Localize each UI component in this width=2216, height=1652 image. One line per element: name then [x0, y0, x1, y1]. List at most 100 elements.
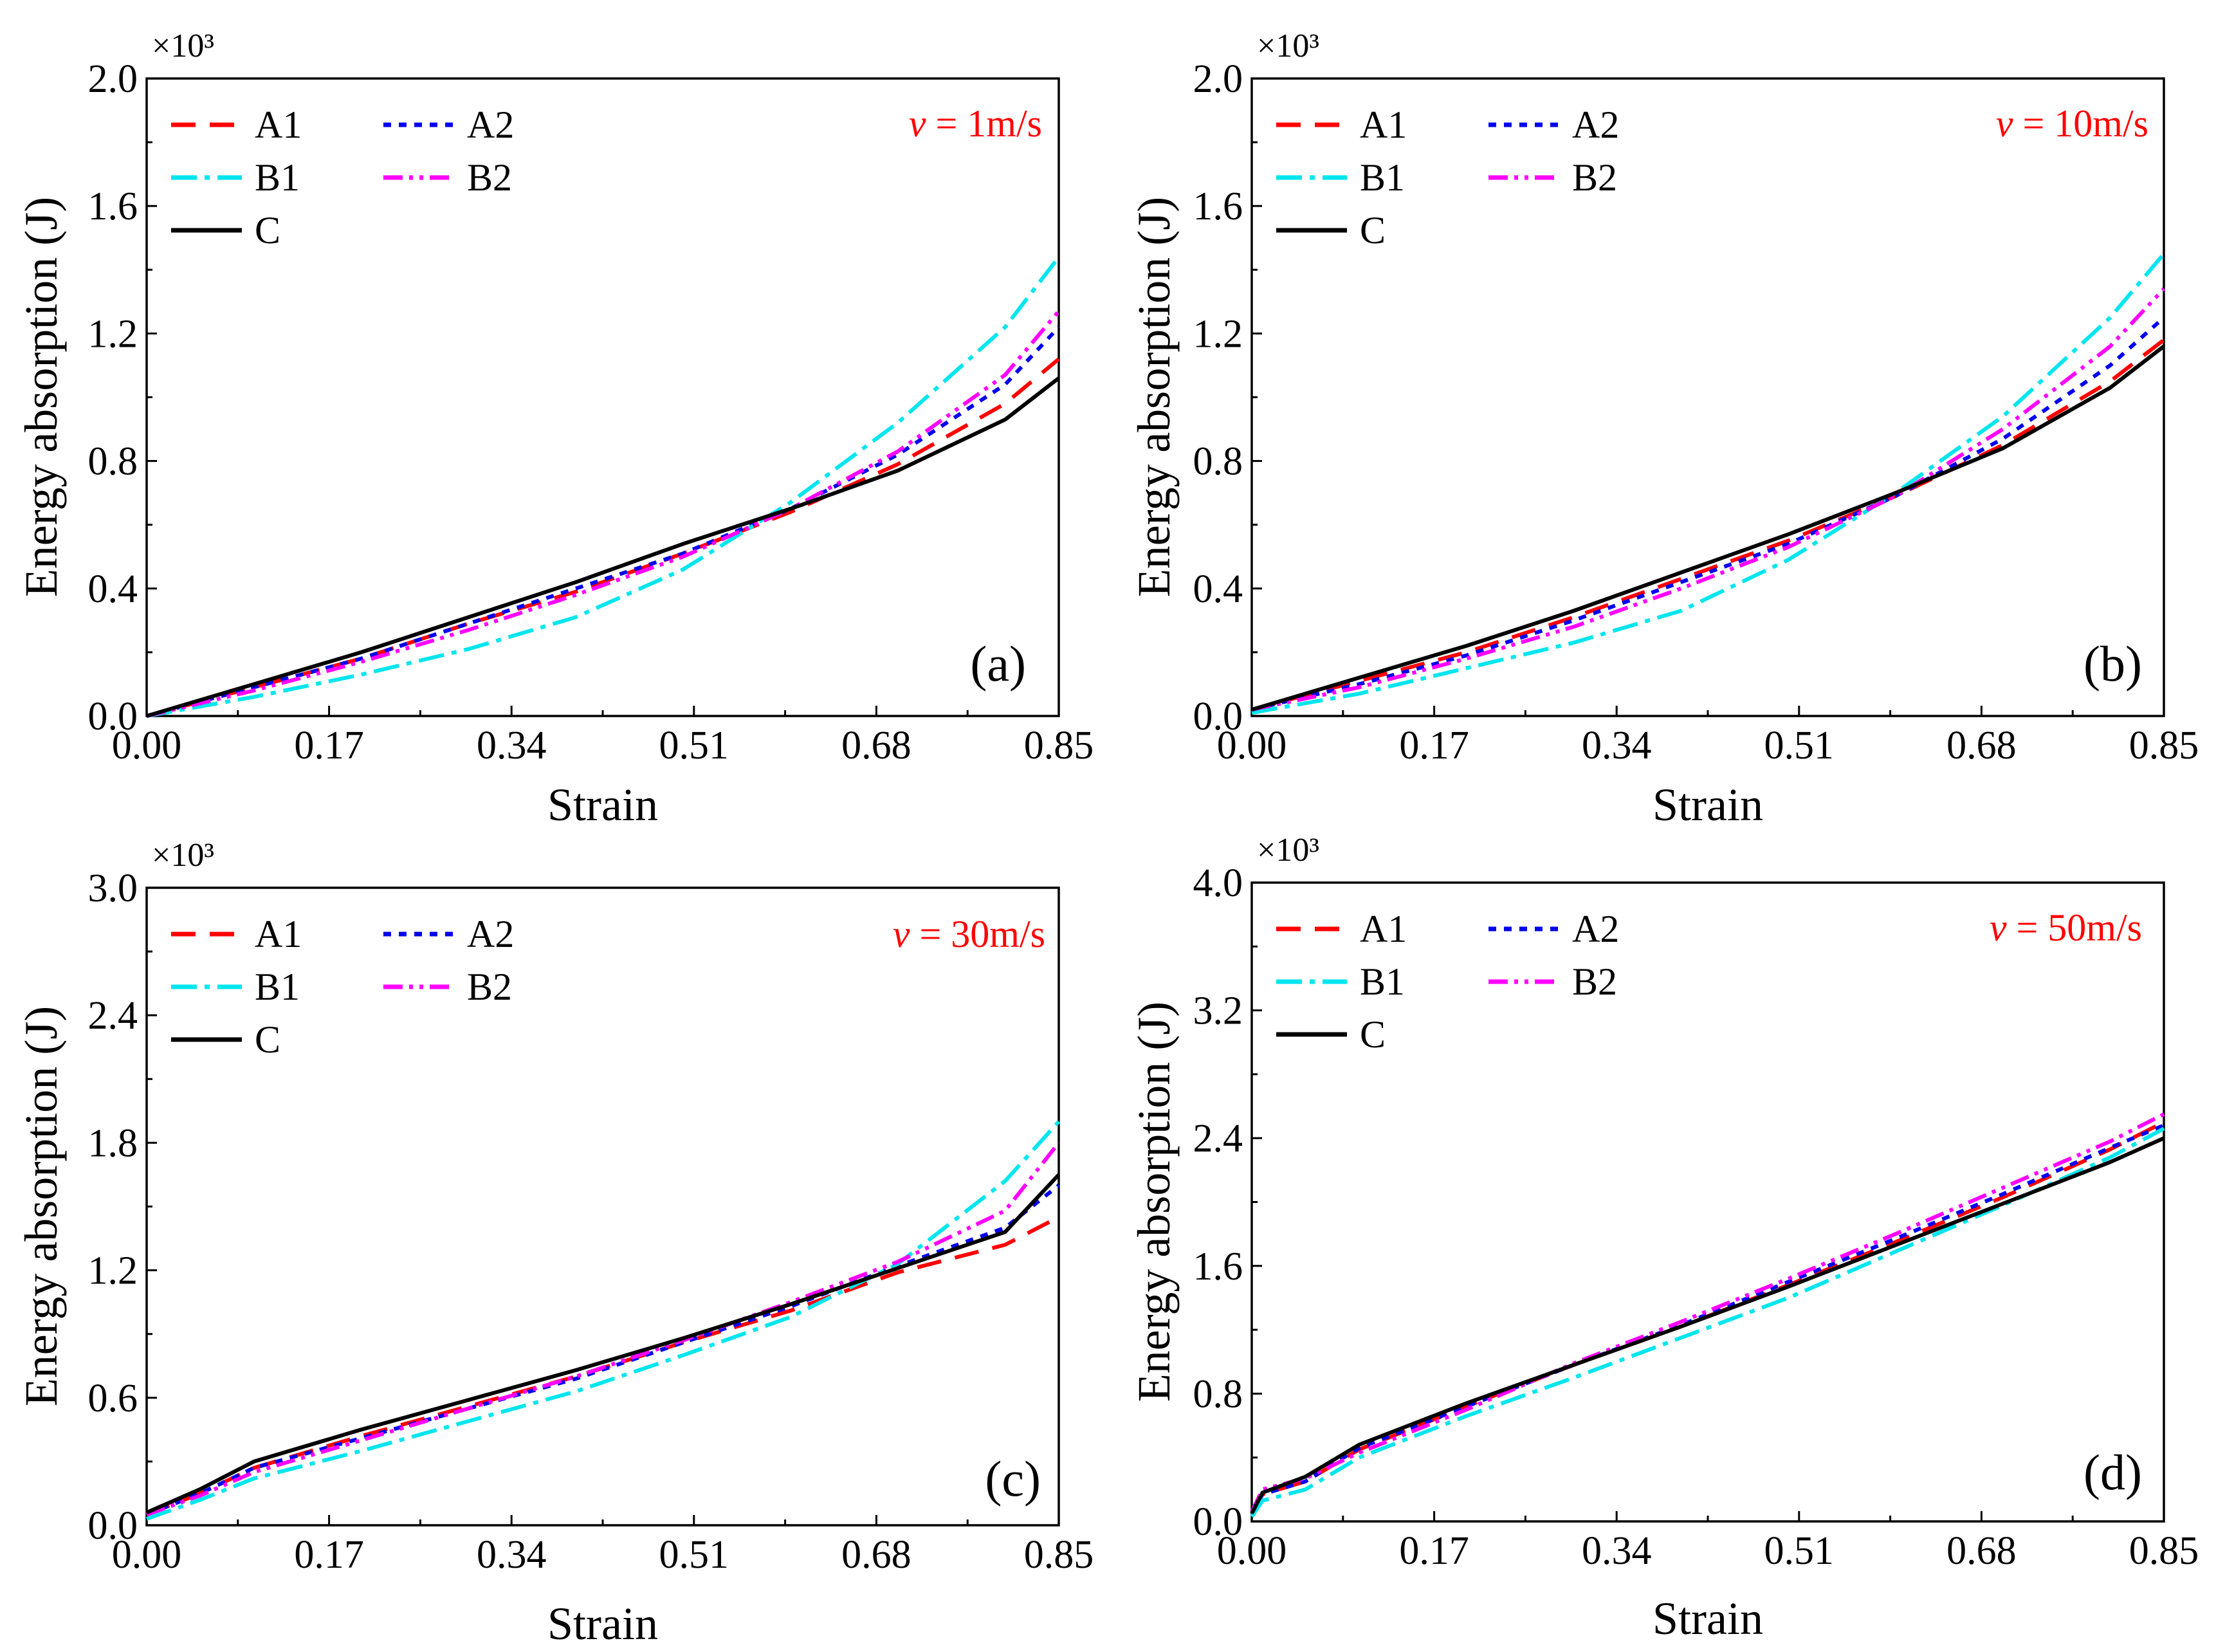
x-tick-label: 0.51	[659, 1533, 729, 1577]
legend-label: B1	[255, 966, 300, 1008]
legend-item-a1: A1	[171, 913, 302, 955]
legend-label: A1	[1360, 908, 1407, 950]
x-axis-title: Strain	[547, 1598, 658, 1649]
y-axis-title: Energy absorption (J)	[1128, 1002, 1180, 1402]
series-line-a1	[1251, 338, 2165, 711]
legend-label: A1	[255, 913, 302, 955]
legend-item-c: C	[1276, 209, 1386, 252]
legend-item-b1: B1	[1276, 960, 1405, 1003]
series-line-c	[1251, 344, 2165, 711]
panel-c: ×10³ v = 30m/s (c) Strain Energy absorpt…	[15, 837, 1094, 1649]
y-tick-label: 2.4	[88, 994, 138, 1038]
x-tick-label: 0.17	[1399, 1529, 1469, 1573]
legend: A1 A2 B1 B2 C	[171, 913, 514, 1061]
legend-label: A1	[1360, 104, 1407, 146]
series-group	[1250, 1112, 2165, 1518]
legend-item-b1: B1	[171, 156, 300, 199]
x-axis-title: Strain	[1653, 779, 1763, 831]
speed-label: v = 50m/s	[1990, 906, 2142, 949]
speed-label: v = 30m/s	[893, 913, 1045, 955]
x-tick-label: 0.68	[1946, 1529, 2017, 1573]
speed-value: = 1m/s	[926, 102, 1042, 145]
y-scale-label: ×10³	[152, 837, 214, 874]
x-tick-label: 0.00	[112, 724, 182, 767]
legend-label: B2	[1572, 960, 1617, 1003]
speed-symbol: v	[1990, 906, 2007, 949]
legend-item-b1: B1	[171, 966, 300, 1008]
panel-label: (a)	[970, 636, 1026, 692]
series-line-a2	[146, 326, 1061, 718]
panel-a: ×10³ v = 1m/s (a) Strain Energy absorpti…	[15, 28, 1094, 831]
x-tick-label: 0.00	[112, 1533, 182, 1577]
x-tick-label: 0.00	[1217, 724, 1287, 767]
legend-item-a1: A1	[1276, 908, 1407, 950]
legend-label: C	[255, 209, 280, 252]
y-tick-label: 1.2	[88, 312, 138, 356]
y-tick-label: 0.8	[88, 440, 138, 484]
legend-item-b1: B1	[1276, 156, 1405, 199]
y-tick-label: 1.6	[1193, 1245, 1243, 1289]
y-tick-label: 0.0	[1193, 1500, 1243, 1544]
legend-label: A2	[467, 104, 514, 146]
panel-label: (b)	[2083, 636, 2142, 692]
legend-label: B1	[1360, 960, 1405, 1003]
legend-item-a1: A1	[171, 104, 302, 146]
series-line-a2	[145, 1184, 1060, 1517]
panel-d: ×10³ v = 50m/s (d) Strain Energy absorpt…	[1128, 832, 2199, 1644]
legend-item-b2: B2	[1488, 960, 1617, 1003]
legend-label: A2	[1572, 104, 1619, 146]
legend: A1 A2 B1 B2 C	[171, 104, 514, 252]
legend-item-c: C	[171, 1018, 280, 1061]
legend-label: C	[255, 1018, 280, 1061]
y-tick-label: 1.2	[1193, 312, 1243, 356]
legend-item-a2: A2	[383, 104, 514, 146]
x-tick-label: 0.85	[1024, 1533, 1094, 1577]
x-axis-title: Strain	[547, 779, 658, 831]
series-group	[146, 255, 1061, 718]
x-tick-label: 0.51	[1764, 1529, 1835, 1573]
series-line-a2	[1250, 1123, 2165, 1515]
y-tick-label: 1.6	[88, 185, 138, 228]
legend-item-a2: A2	[1488, 104, 1619, 146]
series-line-b1	[1251, 252, 2166, 715]
speed-value: = 50m/s	[2006, 906, 2142, 949]
tick-group: 0.00 0.17 0.34 0.51 0.68 0.85 0.0 0.8 1.6 2.4 3.2 4…	[1193, 861, 2199, 1573]
legend-item-c: C	[1276, 1013, 1386, 1056]
y-tick-label: 2.4	[1193, 1117, 1243, 1161]
series-group	[1251, 252, 2166, 715]
legend-item-a1: A1	[1276, 104, 1407, 146]
speed-value: = 30m/s	[910, 913, 1045, 955]
series-line-b2	[1250, 1112, 2165, 1513]
y-tick-label: 0.0	[1193, 695, 1243, 739]
y-scale-label: ×10³	[1257, 832, 1319, 868]
series-line-c	[145, 1173, 1061, 1514]
y-tick-label: 0.8	[1193, 440, 1243, 484]
speed-label: v = 10m/s	[1996, 102, 2148, 145]
x-tick-label: 0.85	[1024, 724, 1094, 767]
x-tick-label: 0.85	[2129, 1529, 2199, 1573]
legend-label: C	[1360, 209, 1386, 252]
speed-label: v = 1m/s	[909, 102, 1042, 145]
y-tick-label: 0.0	[88, 695, 138, 739]
speed-symbol: v	[1996, 102, 2013, 145]
x-tick-label: 0.17	[294, 1533, 364, 1577]
y-tick-label: 0.0	[88, 1504, 138, 1548]
speed-value: = 10m/s	[2013, 102, 2148, 145]
x-tick-label: 0.34	[477, 1533, 547, 1577]
x-tick-label: 0.51	[659, 724, 729, 767]
x-tick-label: 0.34	[477, 724, 547, 767]
legend-label: B1	[1360, 156, 1405, 199]
legend: A1 A2 B1 B2 C	[1276, 104, 1619, 252]
y-axis-title: Energy absorption (J)	[1128, 197, 1180, 598]
legend-label: B2	[1572, 156, 1617, 199]
x-tick-label: 0.34	[1582, 1529, 1652, 1573]
y-tick-label: 2.0	[88, 57, 138, 101]
y-axis-title: Energy absorption (J)	[15, 1006, 67, 1407]
series-line-b2	[1251, 287, 2166, 712]
series-line-c	[146, 376, 1060, 718]
panel-b: ×10³ v = 10m/s (b) Strain Energy absorpt…	[1128, 28, 2199, 831]
y-scale-label: ×10³	[152, 28, 214, 64]
series-line-b2	[146, 309, 1061, 718]
y-tick-label: 1.2	[88, 1249, 138, 1293]
